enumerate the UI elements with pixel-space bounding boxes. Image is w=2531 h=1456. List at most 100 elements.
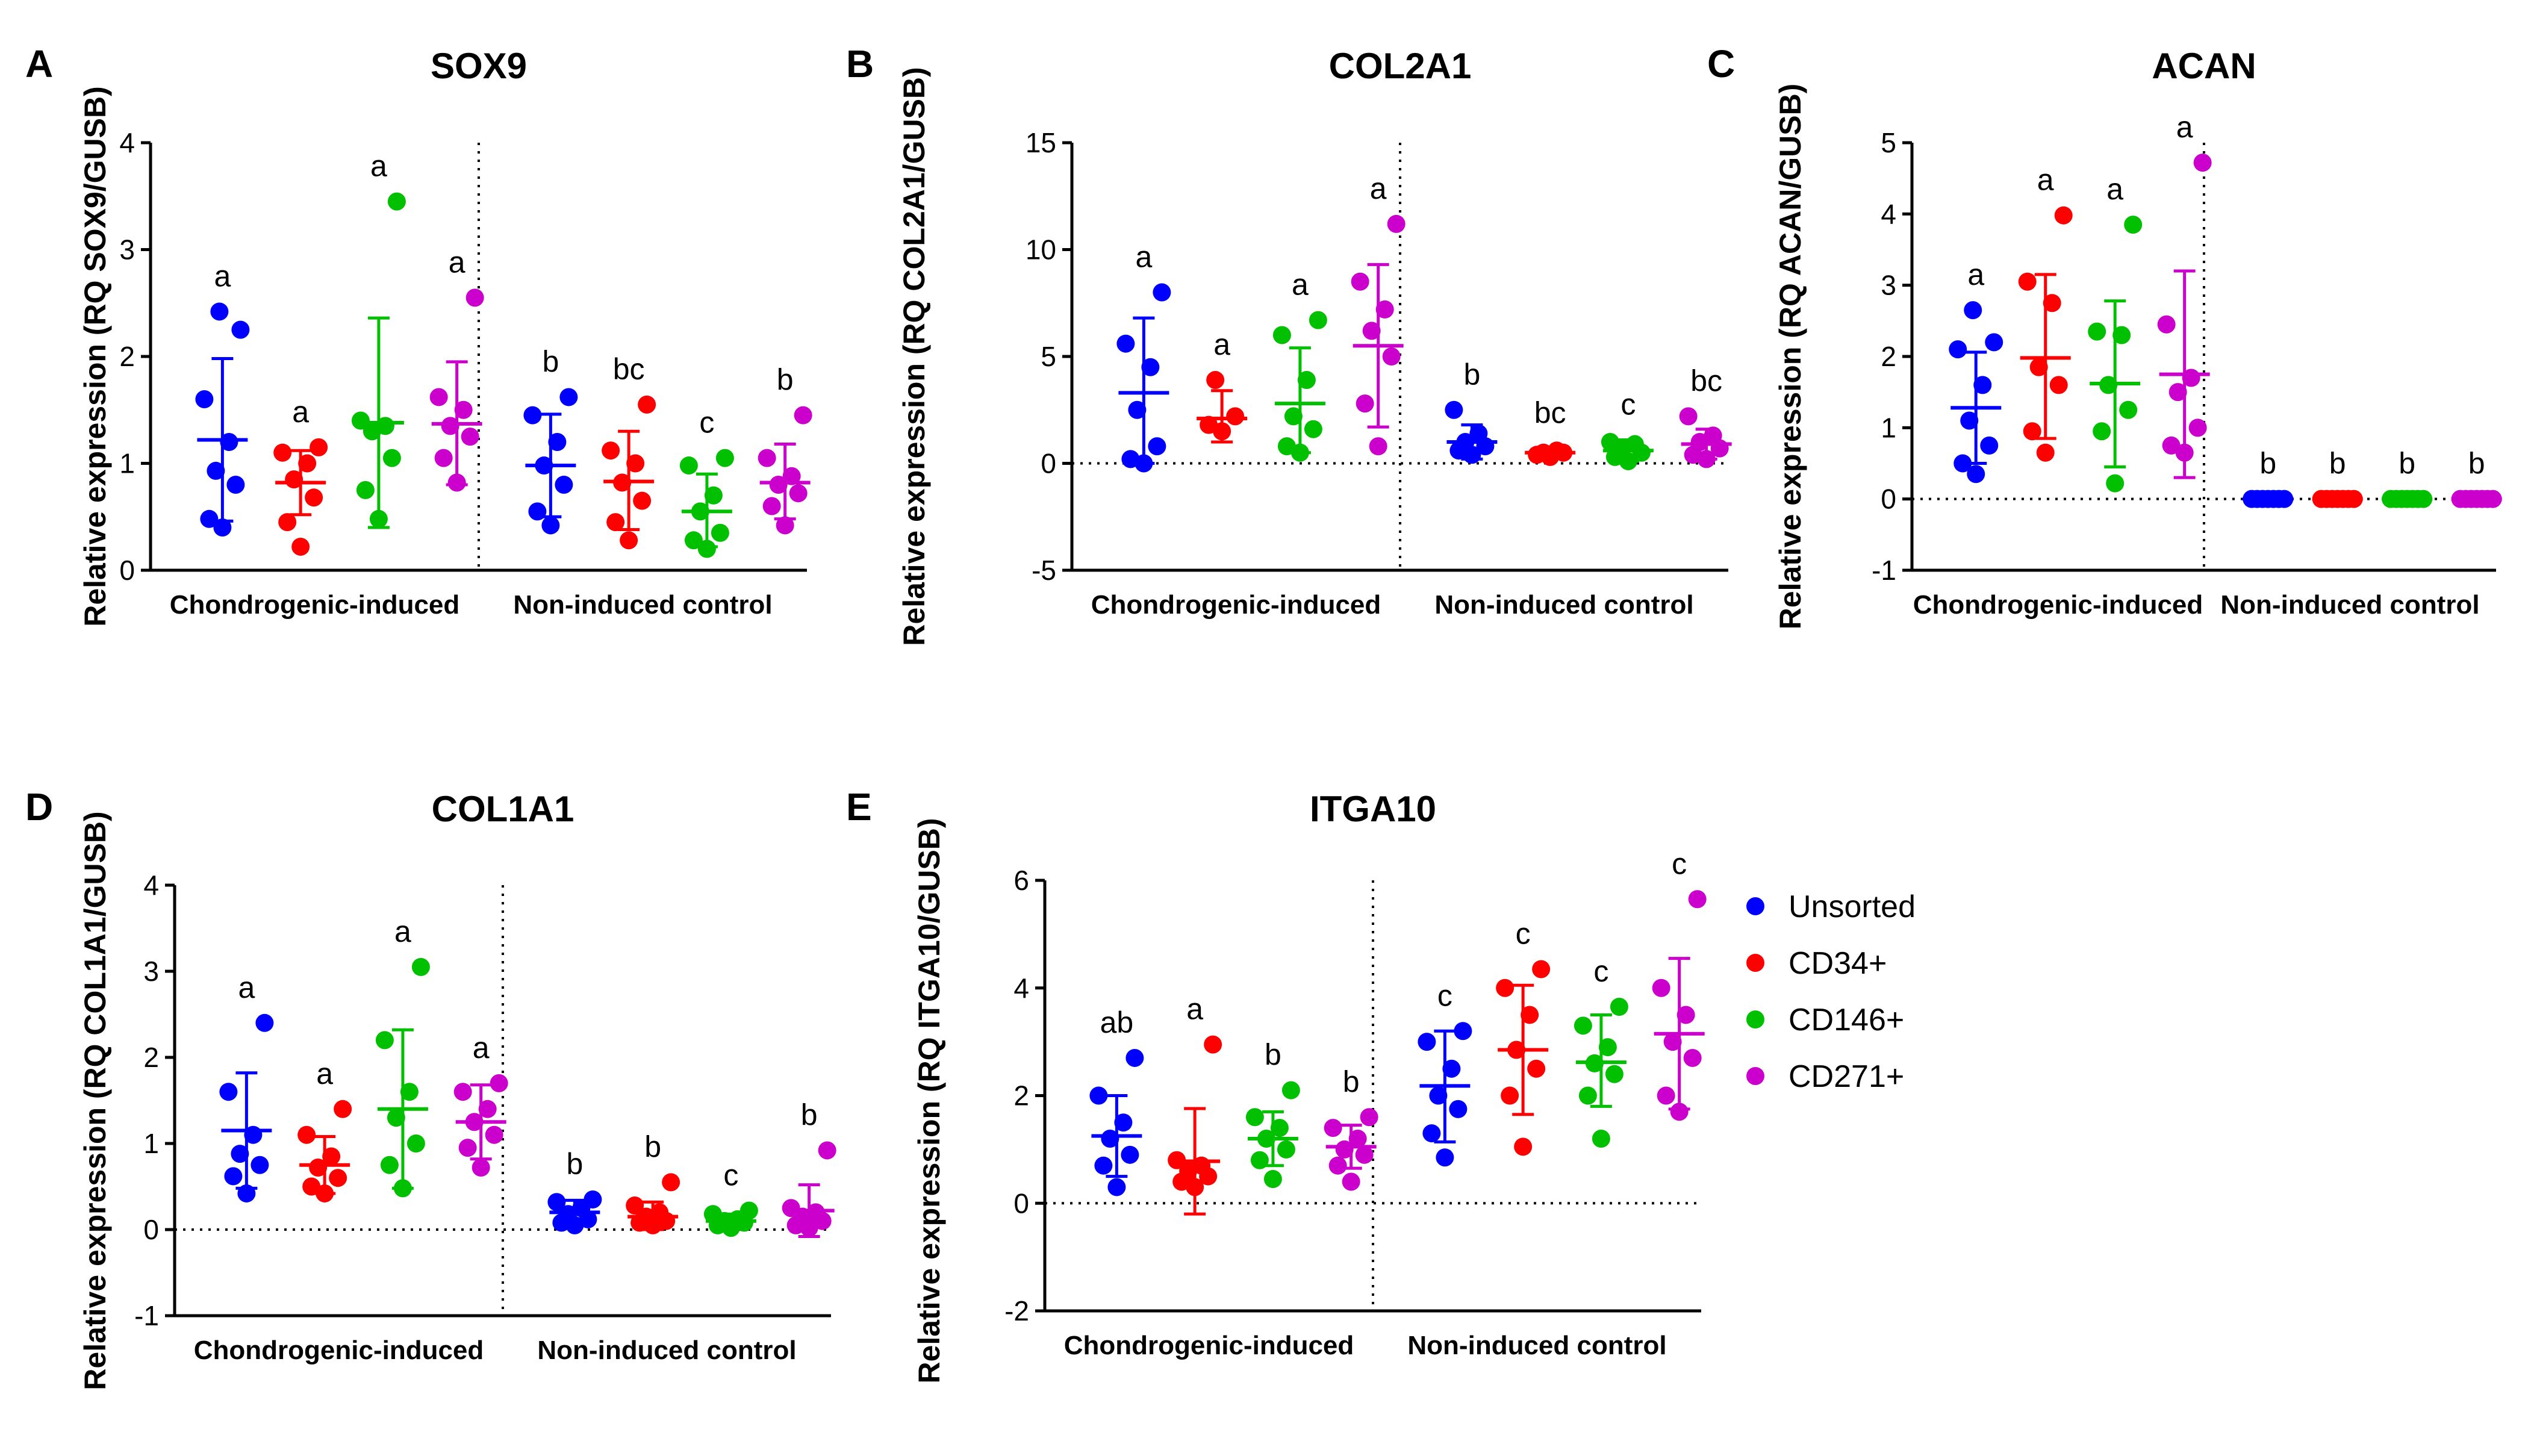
data-point (351, 411, 370, 430)
y-tick-label: -2 (1004, 1295, 1029, 1327)
data-point (1429, 1086, 1448, 1105)
data-point (776, 516, 794, 535)
data-point (1445, 400, 1463, 419)
data-point (602, 441, 620, 460)
significance-letter: b (644, 1130, 661, 1163)
y-tick-label: 1 (1881, 412, 1896, 443)
data-point (758, 449, 776, 467)
data-point (1089, 1086, 1108, 1105)
data-point (1335, 1140, 1354, 1159)
y-tick-label: 1 (119, 448, 135, 479)
data-point (1153, 283, 1171, 302)
y-tick-label: -5 (1032, 555, 1056, 586)
legend-swatch (1746, 1010, 1764, 1028)
significance-letter: b (2329, 447, 2346, 481)
data-point (1985, 333, 2003, 352)
y-tick-label: 10 (1026, 234, 1056, 266)
data-point (305, 488, 323, 507)
significance-letter: c (1437, 978, 1452, 1012)
data-point (382, 449, 401, 467)
data-point (447, 473, 466, 492)
legend-swatch (1746, 954, 1764, 972)
data-point (2106, 474, 2125, 493)
data-point (255, 1013, 274, 1032)
data-point (406, 1134, 425, 1153)
data-point (1548, 441, 1566, 460)
significance-letter: a (1370, 172, 1387, 205)
data-point (251, 1156, 269, 1174)
data-point (195, 390, 214, 408)
data-point (684, 531, 703, 550)
data-point (285, 470, 304, 489)
y-axis-label: Relative expression (RQ COL1A1/GUSB) (78, 811, 112, 1390)
significance-letter: a (2176, 110, 2193, 144)
data-point (818, 1141, 836, 1160)
significance-letter: c (699, 406, 714, 440)
data-point (375, 1031, 394, 1050)
y-tick-label: 1 (143, 1128, 159, 1159)
significance-letter: a (394, 915, 411, 948)
data-point (1422, 1124, 1441, 1143)
data-point (387, 192, 406, 211)
data-point (207, 461, 225, 480)
data-point (237, 1184, 256, 1202)
data-point (1277, 437, 1296, 456)
significance-letter: c (1620, 387, 1636, 421)
significance-letter: bc (613, 352, 645, 386)
data-point (1101, 1130, 1119, 1148)
group-label: Non-induced control (513, 590, 772, 620)
data-point (2049, 376, 2068, 394)
significance-letter: c (1516, 916, 1531, 950)
data-point (334, 1100, 352, 1118)
data-point (1382, 347, 1401, 366)
y-tick-label: 0 (1041, 448, 1056, 479)
data-point (1204, 1035, 1222, 1054)
data-point (244, 1125, 263, 1144)
y-tick-label: 3 (1881, 270, 1896, 301)
legend-label: CD146+ (1789, 1003, 1904, 1038)
data-point (2188, 418, 2207, 437)
y-tick-label: 2 (1881, 341, 1896, 372)
significance-letter: a (473, 1031, 490, 1065)
data-point (472, 1159, 490, 1177)
panel-B: B COL2A1 Relative expression (RQ COL2A1/GU… (846, 42, 1732, 646)
data-point (1973, 376, 1992, 394)
data-point (2175, 443, 2194, 462)
data-point (1192, 1156, 1211, 1175)
data-point (1356, 394, 1374, 413)
y-tick-label: 4 (143, 870, 159, 901)
panel-letter: A (25, 42, 53, 86)
data-point (769, 476, 788, 494)
group-label: Non-induced control (1407, 1331, 1666, 1360)
data-point (1148, 437, 1166, 456)
data-point (302, 1177, 321, 1196)
significance-letter: a (292, 395, 309, 429)
data-point (226, 476, 245, 494)
data-point (316, 1184, 334, 1202)
group-label: Chondrogenic-induced (170, 590, 460, 620)
data-point (1355, 1145, 1374, 1164)
data-point (1592, 1130, 1610, 1148)
data-point (1954, 454, 1972, 473)
data-point (1679, 407, 1698, 426)
data-point (1501, 1086, 1519, 1105)
significance-letter: b (2399, 447, 2415, 481)
data-point (297, 1125, 316, 1144)
data-point (541, 516, 560, 535)
panel-letter: B (846, 42, 874, 86)
data-point (1263, 1170, 1282, 1189)
data-point (453, 1083, 472, 1101)
data-point (1454, 1022, 1472, 1041)
data-point (2093, 422, 2111, 441)
data-point (2124, 216, 2143, 234)
data-point (273, 443, 292, 462)
data-point (650, 1203, 669, 1222)
data-point (794, 406, 812, 425)
data-point (1281, 1081, 1300, 1100)
significance-letter: b (542, 344, 559, 378)
y-tick-label: 3 (143, 956, 159, 987)
data-point (393, 1179, 412, 1198)
data-point (411, 957, 430, 976)
group-label: Non-induced control (1434, 590, 1693, 620)
